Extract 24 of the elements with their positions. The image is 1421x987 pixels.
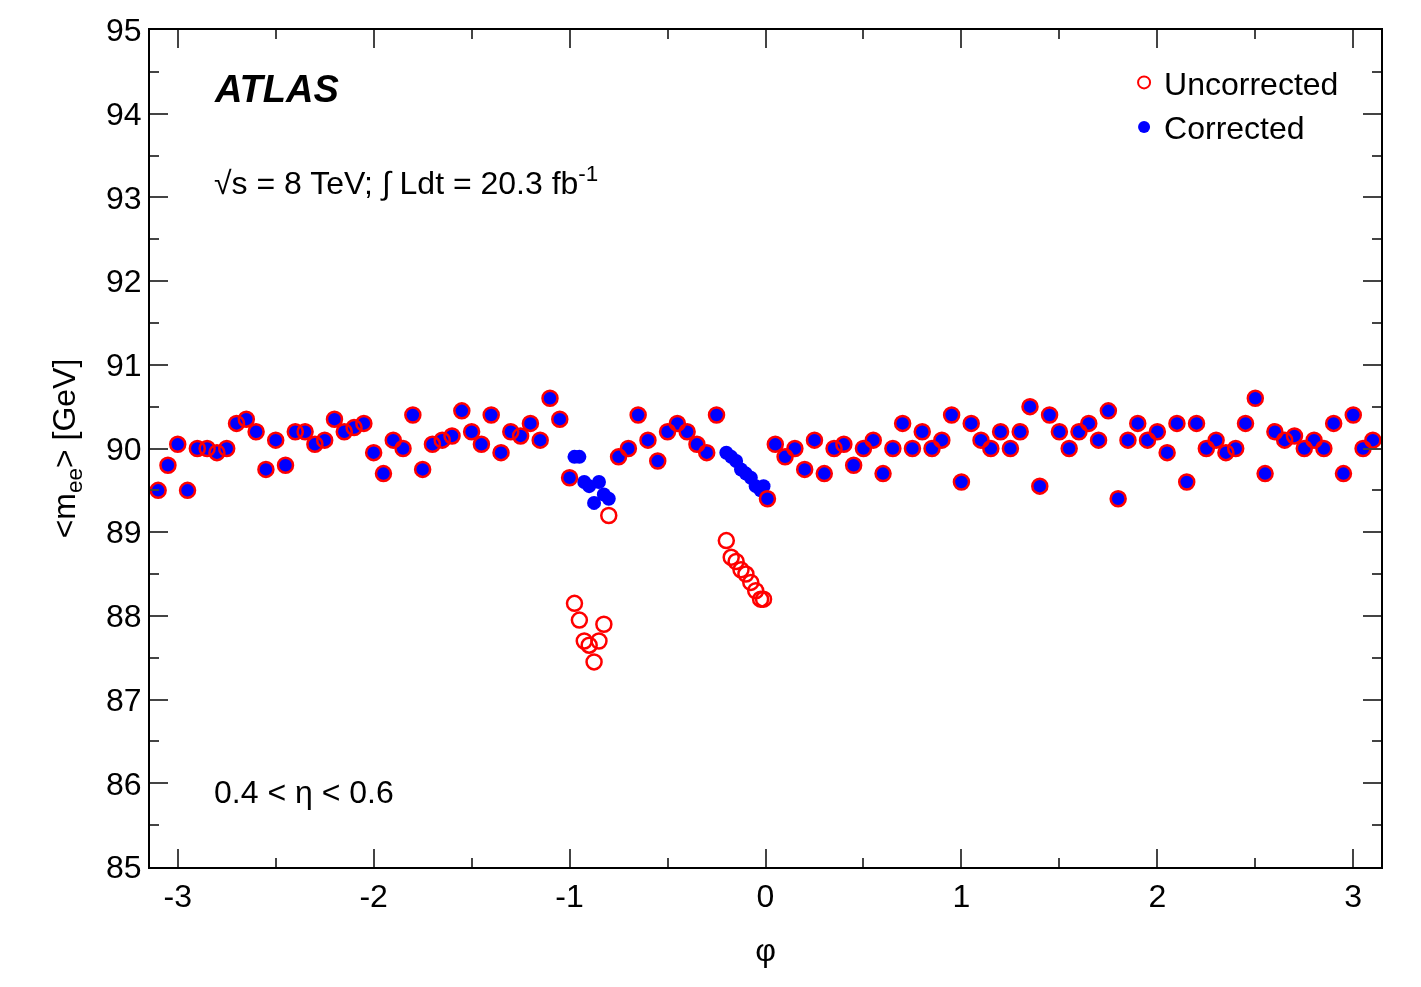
annotation: √s = 8 TeV; ∫ Ldt = 20.3 fb$^{-1}$	[214, 161, 599, 202]
y-tick-label: 86	[106, 765, 142, 802]
annotation: 0.4 < η < 0.6	[214, 774, 394, 810]
x-tick-label: 0	[756, 878, 775, 915]
annotation: ATLAS	[214, 68, 339, 110]
legend-label: Corrected	[1164, 110, 1305, 147]
y-tick-label: 89	[106, 514, 142, 551]
y-tick-label: 94	[106, 95, 142, 132]
y-tick-label: 93	[106, 179, 142, 216]
x-tick-label: -2	[359, 878, 388, 915]
x-tick-label: 2	[1148, 878, 1167, 915]
y-tick-label: 88	[106, 598, 142, 635]
y-tick-label: 92	[106, 263, 142, 300]
x-axis-title: φ	[755, 931, 776, 968]
y-tick-label: 95	[106, 12, 142, 49]
x-tick-label: -3	[163, 878, 192, 915]
y-tick-label: 90	[106, 430, 142, 467]
y-tick-label: 91	[106, 347, 142, 383]
y-tick-label: 87	[106, 681, 142, 718]
y-tick-label: 85	[106, 849, 142, 886]
legend-label: Uncorrected	[1164, 65, 1339, 102]
x-tick-label: 3	[1344, 878, 1363, 915]
x-tick-label: -1	[555, 878, 584, 915]
x-tick-label: 1	[952, 878, 971, 915]
